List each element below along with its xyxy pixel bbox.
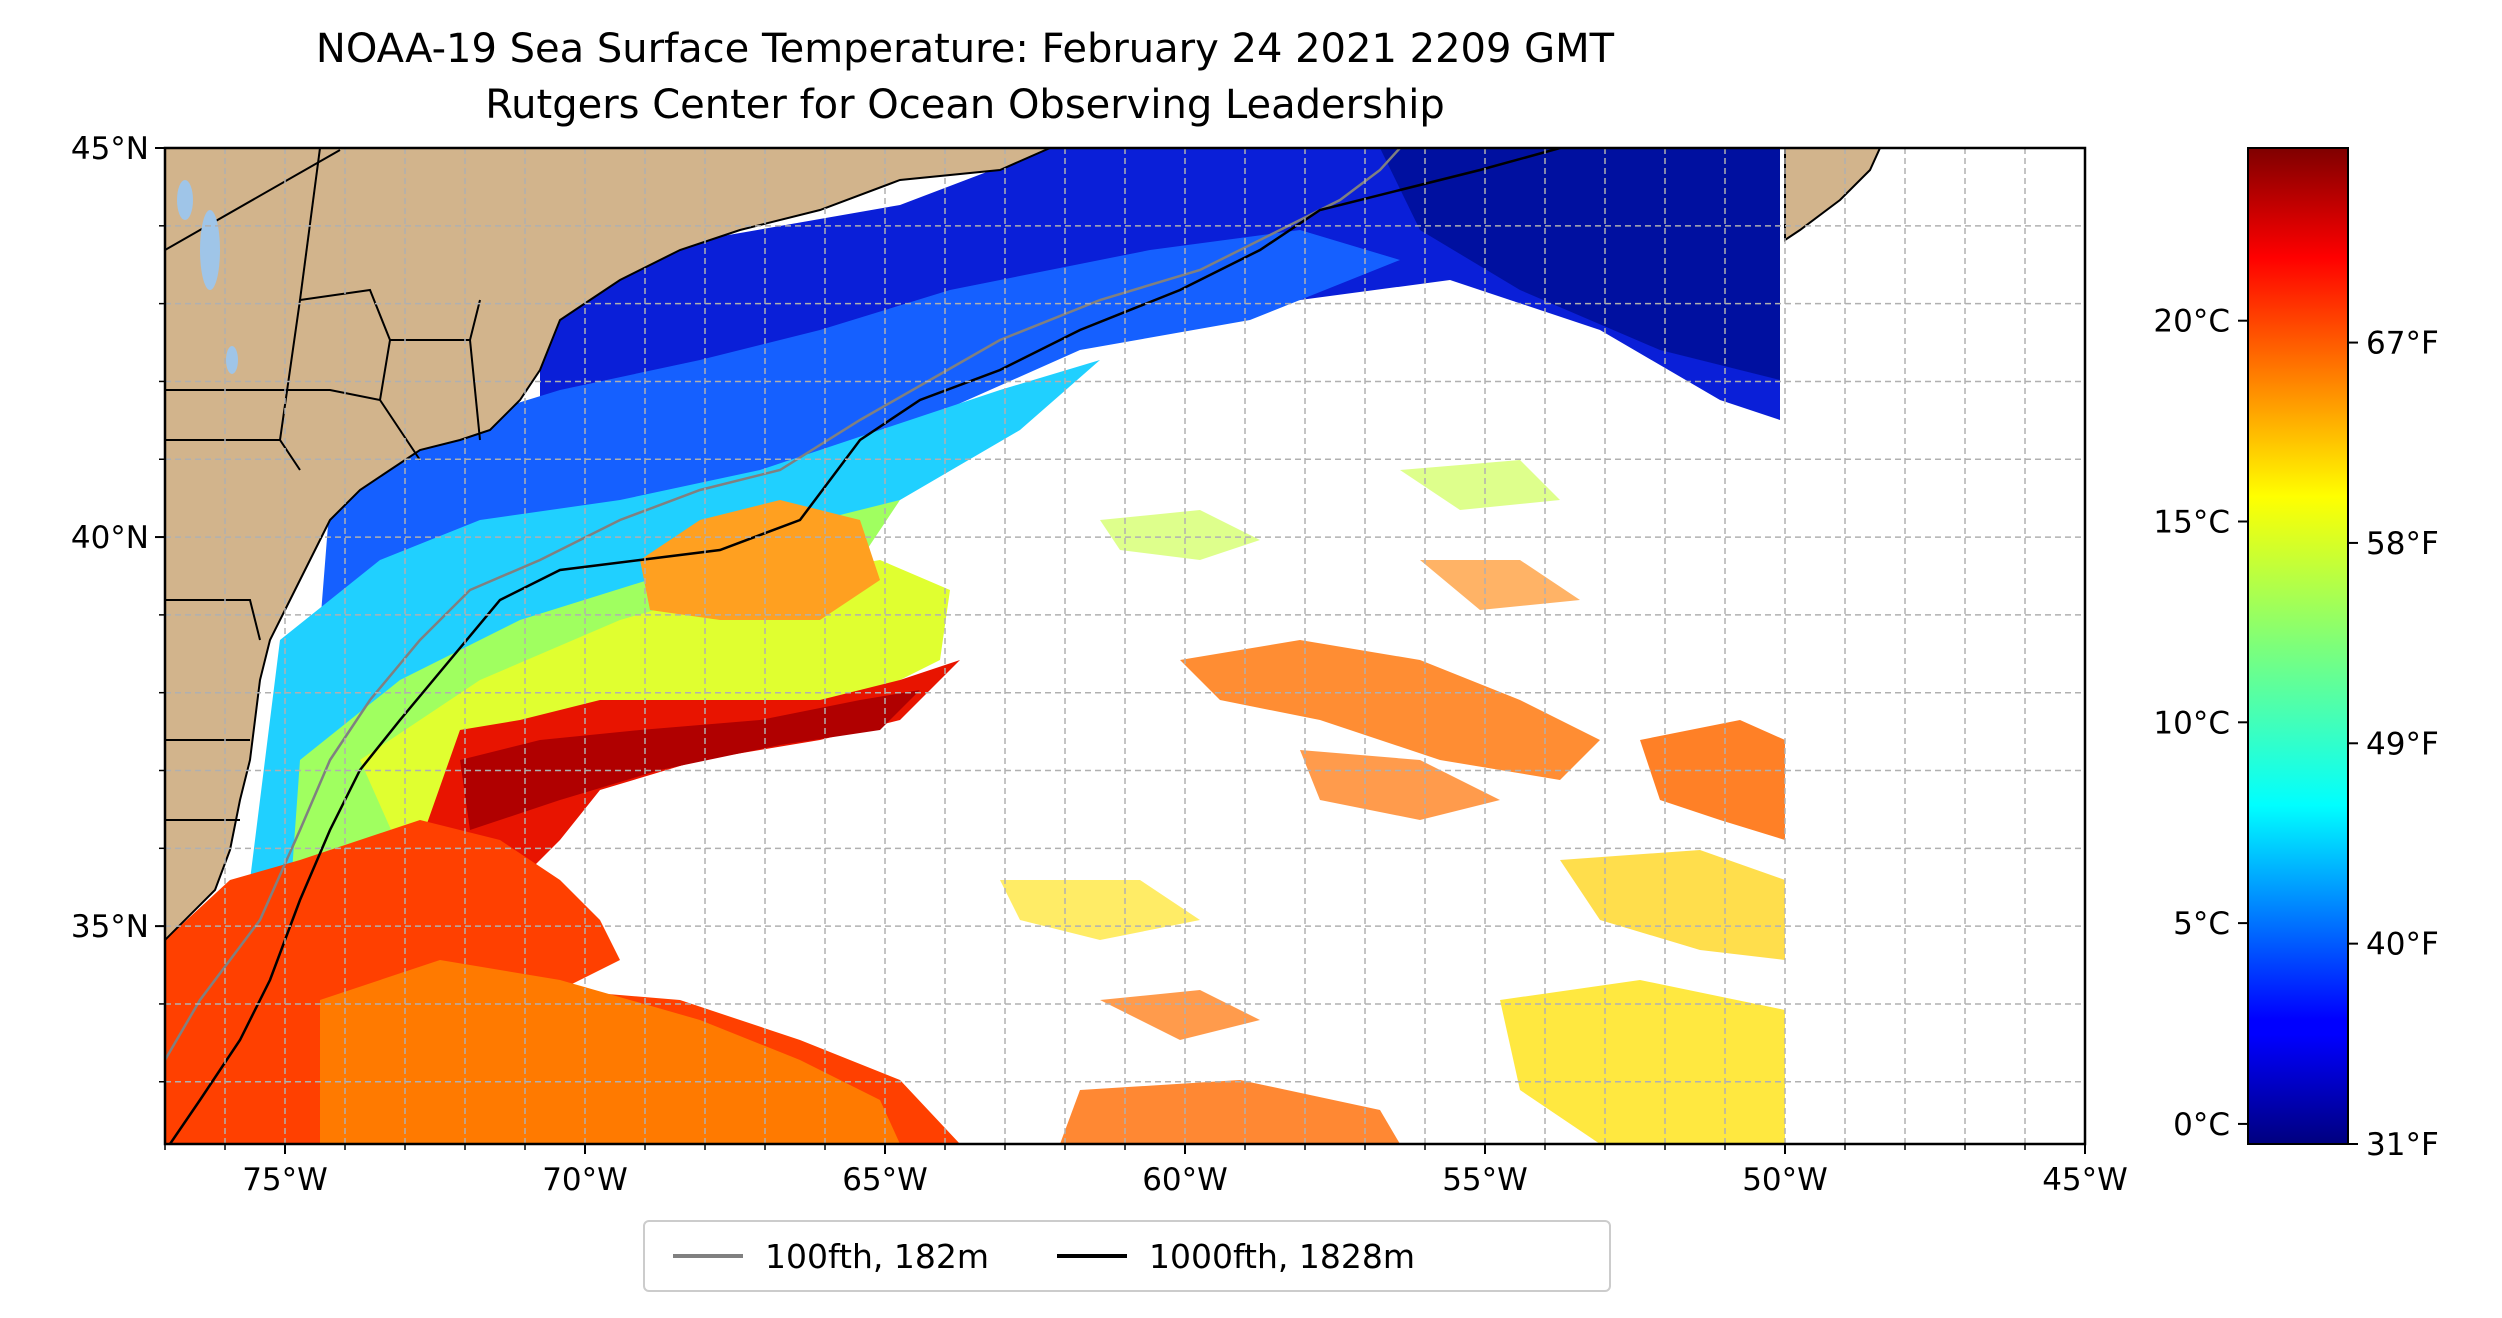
chart-subtitle: Rutgers Center for Ocean Observing Leade…	[485, 82, 1445, 128]
lat-tick-label: 35°N	[71, 909, 149, 945]
colorbar	[2247, 147, 2349, 1145]
lakes	[177, 180, 238, 374]
lat-tick-label: 45°N	[71, 131, 149, 167]
lon-tick-label: 60°W	[1142, 1162, 1228, 1198]
isobath-100fth	[165, 148, 1401, 1061]
fahrenheit-tick-label: 49°F	[2366, 726, 2439, 762]
legend-label-1000fth: 1000fth, 1828m	[1149, 1236, 1415, 1276]
state-borders	[165, 148, 481, 821]
celsius-tick-label: 10°C	[2153, 705, 2230, 741]
colorbar-celsius-axis: 0°C 5°C 10°C 15°C 20°C	[2153, 304, 2248, 1143]
fahrenheit-tick-label: 31°F	[2366, 1127, 2439, 1163]
fahrenheit-tick-label: 67°F	[2366, 326, 2439, 362]
sst-blue-shelf	[300, 230, 1400, 880]
lat-tick-label: 40°N	[71, 520, 149, 556]
latitude-axis: 45°N 40°N 35°N	[71, 131, 165, 1083]
lon-tick-label: 50°W	[1742, 1162, 1828, 1198]
chart-title: NOAA-19 Sea Surface Temperature: Februar…	[315, 26, 1615, 72]
lon-tick-label: 55°W	[1442, 1162, 1528, 1198]
fahrenheit-tick-label: 58°F	[2366, 526, 2439, 562]
celsius-tick-label: 15°C	[2153, 505, 2230, 541]
sst-offshore-patches	[1000, 460, 1785, 1144]
legend-line-1000fth	[1057, 1254, 1127, 1258]
legend-label-100fth: 100fth, 182m	[765, 1236, 989, 1276]
colorbar-fahrenheit-axis: 31°F 40°F 49°F 58°F 67°F	[2348, 326, 2439, 1163]
celsius-tick-label: 5°C	[2173, 906, 2230, 942]
lon-tick-label: 70°W	[542, 1162, 628, 1198]
fahrenheit-tick-label: 40°F	[2366, 927, 2439, 963]
lon-tick-label: 65°W	[842, 1162, 928, 1198]
sst-deep-blue-gulf	[1380, 148, 1780, 380]
isobath-1000fth	[168, 148, 1561, 1144]
legend-item-100fth: 100fth, 182m	[673, 1237, 989, 1276]
longitude-axis: 75°W 70°W 65°W 60°W 55°W 50°W 45°W	[164, 1144, 2128, 1198]
lon-tick-label: 45°W	[2042, 1162, 2128, 1198]
isobath-legend: 100fth, 182m 1000fth, 1828m	[643, 1220, 1611, 1292]
legend-item-1000fth: 1000fth, 1828m	[1057, 1237, 1415, 1276]
lon-tick-label: 75°W	[242, 1162, 328, 1198]
land-north-america	[165, 148, 1051, 942]
map-gridlines	[165, 148, 2085, 1144]
sst-gulf-stream-core	[460, 690, 920, 830]
legend-line-100fth	[673, 1254, 743, 1258]
celsius-tick-label: 0°C	[2173, 1107, 2230, 1143]
sst-warm-core-ring	[640, 500, 880, 620]
celsius-tick-label: 20°C	[2153, 304, 2230, 340]
